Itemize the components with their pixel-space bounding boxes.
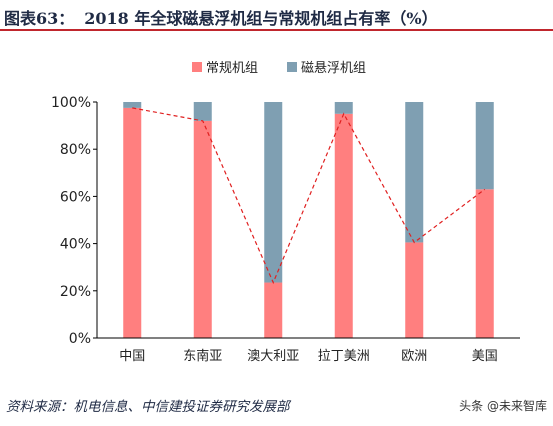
x-tick-label: 中国	[119, 349, 145, 364]
bar-maglev	[405, 102, 424, 243]
bar-maglev	[334, 102, 353, 114]
bar-conventional	[475, 189, 494, 338]
bar-conventional	[264, 282, 283, 338]
x-tick-label: 澳大利亚	[247, 348, 299, 364]
legend-swatch-1	[192, 62, 202, 72]
y-tick-label: 60%	[60, 189, 91, 205]
bar-maglev	[264, 102, 283, 283]
y-axis: 0% 20% 40% 60% 80% 100%	[51, 95, 98, 347]
y-tick-label: 100%	[51, 95, 91, 111]
bar-conventional	[193, 120, 212, 338]
title-bar: 图表63： 2018 年全球磁悬浮机组与常规机组占有率（%）	[0, 0, 553, 31]
bars	[123, 102, 494, 339]
source-note: 资料来源：机电信息、中信建投证券研究发展部	[6, 399, 290, 415]
y-tick-label: 0%	[69, 331, 91, 347]
x-tick-label: 拉丁美洲	[318, 349, 370, 364]
figure-label: 图表63：	[4, 9, 75, 28]
legend: 常规机组 磁悬浮机组	[192, 61, 366, 76]
x-tick-label: 东南亚	[183, 348, 222, 364]
y-tick-label: 40%	[60, 237, 91, 253]
y-tick-label: 20%	[60, 284, 91, 300]
chart: 常规机组 磁悬浮机组 0% 20% 40% 60% 80% 100% 中国 东南亚 澳大利亚 拉丁…	[51, 61, 520, 364]
watermark: 头条 @未来智库	[459, 397, 547, 414]
legend-label-1: 常规机组	[206, 61, 258, 76]
trend-line-path	[132, 107, 486, 285]
legend-swatch-2	[287, 62, 297, 72]
bar-conventional	[405, 242, 424, 338]
x-tick-label: 美国	[472, 349, 498, 364]
x-tick-label: 欧洲	[401, 349, 427, 364]
x-axis: 中国 东南亚 澳大利亚 拉丁美洲 欧洲 美国	[97, 337, 520, 364]
bar-conventional	[123, 107, 142, 339]
trend-line	[132, 107, 486, 285]
legend-label-2: 磁悬浮机组	[301, 61, 366, 76]
y-tick-label: 80%	[60, 142, 91, 158]
figure-title: 2018 年全球磁悬浮机组与常规机组占有率（%）	[84, 9, 438, 28]
bar-maglev	[193, 102, 212, 121]
bar-maglev	[123, 102, 142, 108]
bar-maglev	[475, 102, 494, 190]
watermark-text: 头条 @未来智库	[459, 399, 547, 413]
bar-conventional	[334, 113, 353, 338]
chart-title: 图表63： 2018 年全球磁悬浮机组与常规机组占有率（%）	[4, 5, 438, 29]
